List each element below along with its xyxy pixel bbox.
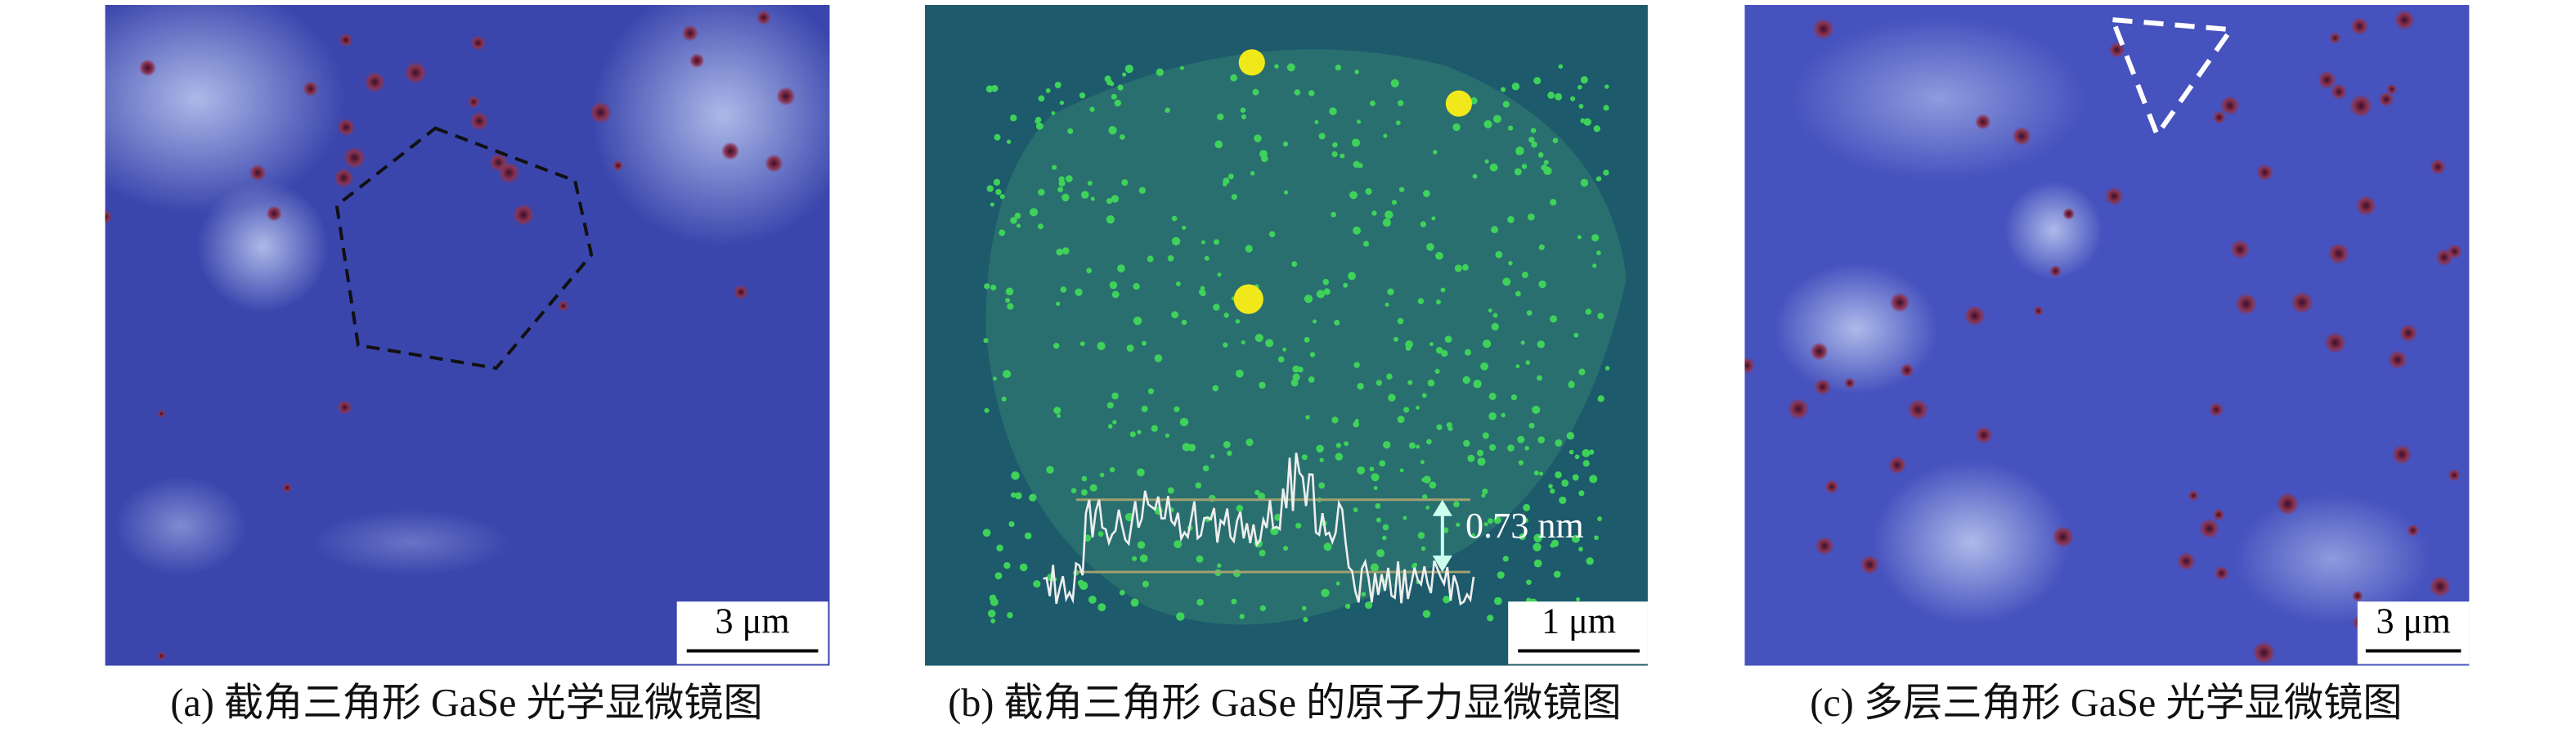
panel-b-image <box>925 5 1648 666</box>
caption: (b) 截角三角形 GaSe 的原子力显微镜图 <box>948 682 1621 725</box>
scale-bar-box <box>1508 601 1648 664</box>
caption: (c) 多层三角形 GaSe 光学显微镜图 <box>1810 682 2402 725</box>
panel-c-image <box>1744 5 2470 666</box>
scale-bar-box <box>676 601 828 664</box>
scale-bar-label: 1 μm <box>1542 601 1616 641</box>
height-annotation: 0.73 nm <box>1465 506 1584 546</box>
scale-bar-label: 3 μm <box>2376 601 2451 641</box>
panel-a-image <box>105 5 830 666</box>
caption: (a) 截角三角形 GaSe 光学显微镜图 <box>170 682 762 725</box>
scale-bar-label: 3 μm <box>715 601 789 641</box>
scale-bar-box <box>2357 601 2470 664</box>
